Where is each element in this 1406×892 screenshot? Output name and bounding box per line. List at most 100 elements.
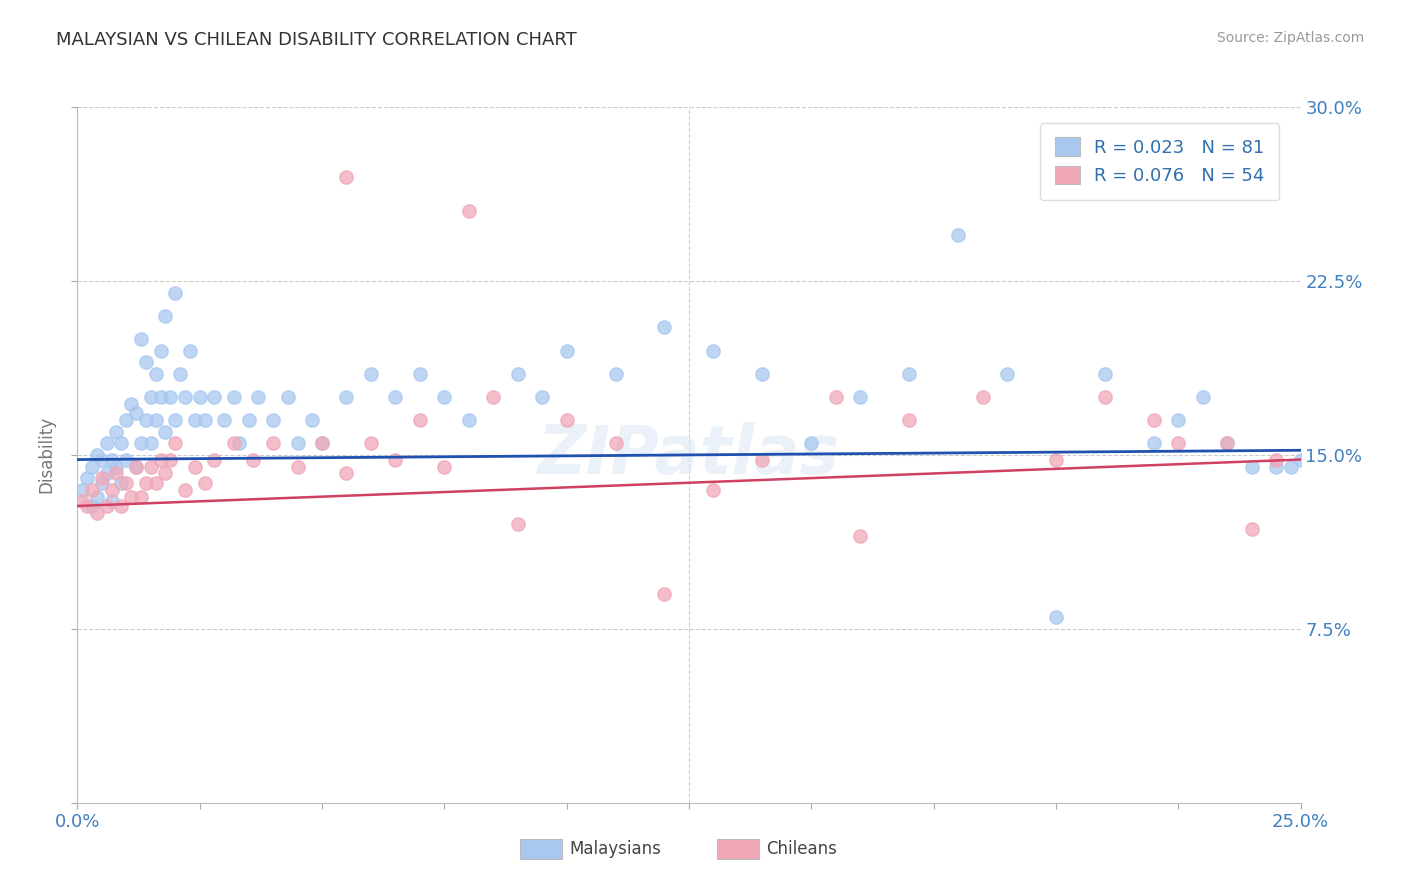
Point: [115, 452, 138, 467]
Point: [100, 494, 122, 508]
Point: [80, 459, 103, 474]
Point: [90, 471, 112, 485]
Point: [145, 475, 167, 490]
Point: [135, 413, 157, 427]
Point: [824, 390, 846, 404]
Point: [1094, 367, 1116, 381]
Point: [506, 367, 529, 381]
Point: [159, 390, 181, 404]
Point: [110, 436, 132, 450]
Point: [605, 436, 627, 450]
Point: [139, 390, 162, 404]
Point: [457, 204, 479, 219]
Point: [311, 436, 333, 450]
Point: [311, 436, 333, 450]
Point: [165, 413, 187, 427]
Point: [1167, 413, 1189, 427]
Point: [1279, 459, 1302, 474]
Point: [149, 343, 172, 358]
Point: [849, 390, 872, 404]
Point: [946, 227, 969, 242]
Legend: R = 0.023   N = 81, R = 0.076   N = 54: R = 0.023 N = 81, R = 0.076 N = 54: [1040, 123, 1279, 200]
Point: [335, 390, 357, 404]
Point: [80, 483, 103, 497]
Point: [76, 471, 98, 485]
Point: [174, 390, 197, 404]
Point: [287, 436, 309, 450]
Point: [751, 367, 773, 381]
Point: [1216, 436, 1239, 450]
Point: [972, 390, 994, 404]
Point: [184, 459, 207, 474]
Point: [145, 367, 167, 381]
Point: [228, 436, 250, 450]
Point: [409, 413, 432, 427]
Point: [86, 506, 108, 520]
Point: [384, 390, 406, 404]
Point: [654, 587, 676, 601]
Point: [145, 413, 167, 427]
Point: [105, 467, 128, 481]
Text: MALAYSIAN VS CHILEAN DISABILITY CORRELATION CHART: MALAYSIAN VS CHILEAN DISABILITY CORRELAT…: [56, 31, 576, 49]
Point: [222, 390, 245, 404]
Point: [1045, 610, 1067, 624]
Point: [1143, 413, 1166, 427]
Point: [1216, 436, 1239, 450]
Point: [1240, 459, 1263, 474]
Point: [555, 413, 578, 427]
Point: [90, 475, 112, 490]
Point: [800, 436, 823, 450]
Point: [995, 367, 1018, 381]
Point: [139, 459, 162, 474]
Point: [898, 413, 921, 427]
Text: Source: ZipAtlas.com: Source: ZipAtlas.com: [1216, 31, 1364, 45]
Text: Chileans: Chileans: [766, 840, 837, 858]
Point: [184, 413, 207, 427]
Point: [70, 483, 93, 497]
Point: [115, 413, 138, 427]
Point: [159, 452, 181, 467]
Point: [605, 367, 627, 381]
Point: [135, 475, 157, 490]
Point: [76, 499, 98, 513]
Point: [222, 436, 245, 450]
Point: [193, 475, 215, 490]
Point: [1191, 390, 1213, 404]
Point: [360, 367, 382, 381]
Point: [531, 390, 554, 404]
Point: [155, 309, 177, 323]
Point: [506, 517, 529, 532]
Point: [702, 343, 724, 358]
Point: [149, 452, 172, 467]
Point: [277, 390, 299, 404]
Point: [433, 390, 456, 404]
Point: [135, 355, 157, 369]
Point: [238, 413, 260, 427]
Point: [482, 390, 505, 404]
Point: [335, 169, 357, 184]
Point: [110, 475, 132, 490]
Point: [1094, 390, 1116, 404]
Point: [555, 343, 578, 358]
Point: [120, 490, 142, 504]
Text: ZIPatlas: ZIPatlas: [538, 422, 839, 488]
Point: [360, 436, 382, 450]
Point: [129, 332, 152, 346]
Point: [155, 425, 177, 439]
Point: [262, 436, 284, 450]
Point: [1289, 452, 1312, 467]
Point: [202, 390, 225, 404]
Point: [247, 390, 270, 404]
Point: [1265, 452, 1288, 467]
Point: [100, 452, 122, 467]
Point: [849, 529, 872, 543]
Point: [125, 406, 148, 420]
Point: [115, 475, 138, 490]
Point: [105, 459, 128, 474]
Point: [90, 452, 112, 467]
Point: [179, 343, 201, 358]
Point: [1045, 452, 1067, 467]
Point: [384, 452, 406, 467]
Point: [409, 367, 432, 381]
Point: [125, 459, 148, 474]
